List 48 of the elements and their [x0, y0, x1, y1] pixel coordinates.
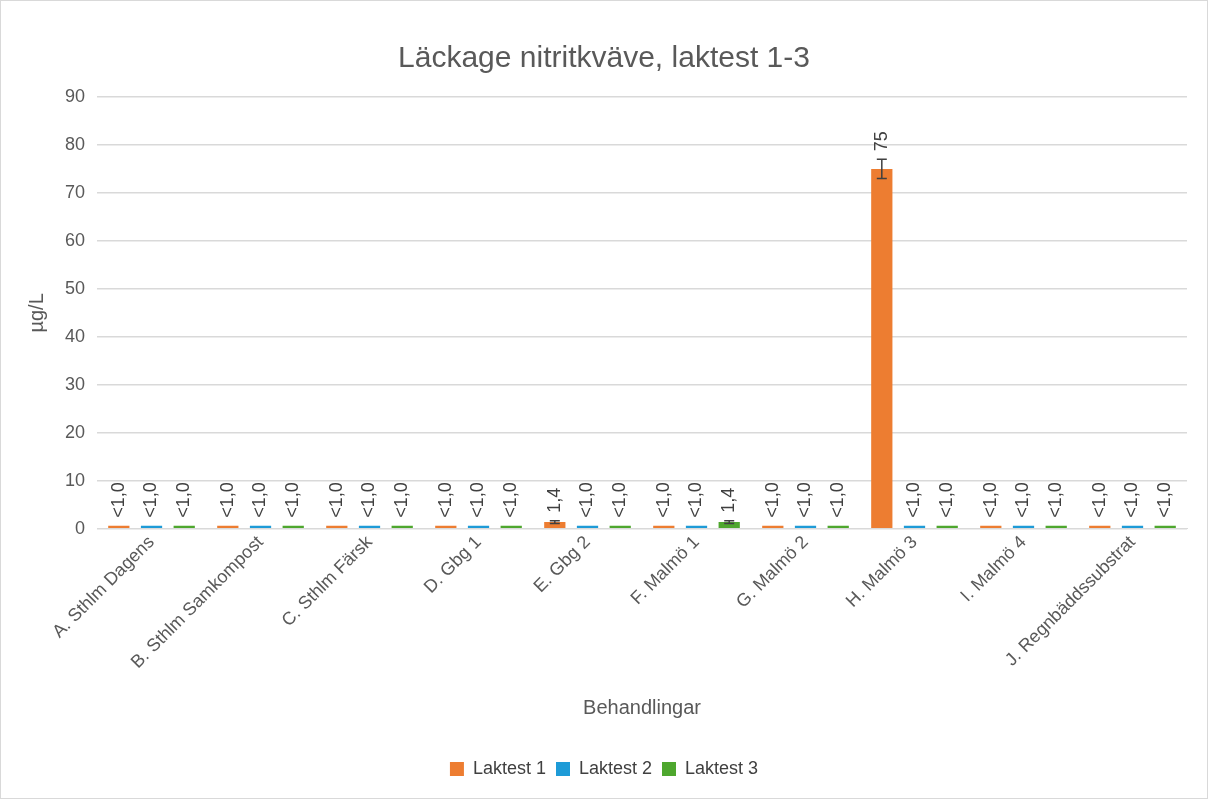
- data-label: <1,0: [325, 482, 346, 518]
- data-label: <1,0: [500, 482, 521, 518]
- x-tick-label: E. Gbg 2: [529, 531, 594, 597]
- data-label: 1,4: [718, 487, 739, 513]
- x-axis-title: Behandlingar: [583, 695, 702, 718]
- data-label: <1,0: [1045, 482, 1066, 518]
- data-label: <1,0: [1154, 482, 1175, 518]
- data-label: <1,0: [216, 482, 237, 518]
- y-tick-label: 90: [64, 85, 86, 106]
- legend-label: Laktest 2: [578, 757, 653, 778]
- y-tick-label: 20: [64, 421, 86, 442]
- data-label: <1,0: [358, 482, 379, 518]
- data-label: 75: [870, 131, 891, 152]
- data-label: <1,0: [1012, 482, 1033, 518]
- data-label: <1,0: [391, 482, 412, 518]
- y-tick-label: 80: [64, 133, 86, 154]
- data-label: <1,0: [249, 482, 270, 518]
- data-label: 1,4: [543, 487, 564, 513]
- data-label: <1,0: [609, 482, 630, 518]
- y-tick-label: 40: [64, 325, 86, 346]
- data-label: <1,0: [140, 482, 161, 518]
- data-label: <1,0: [282, 482, 303, 518]
- legend-label: Laktest 1: [472, 757, 546, 778]
- data-label: <1,0: [979, 482, 1000, 518]
- data-label: <1,0: [827, 482, 848, 518]
- data-label: <1,0: [1121, 482, 1142, 518]
- y-tick-label: 50: [64, 277, 86, 298]
- legend-label: Laktest 3: [685, 757, 759, 778]
- y-tick-label: 10: [64, 469, 86, 490]
- data-label: <1,0: [1088, 482, 1109, 518]
- data-label: <1,0: [576, 482, 597, 518]
- data-label: <1,0: [652, 482, 673, 518]
- chart-title: Läckage nitritkväve, laktest 1-3: [398, 40, 810, 74]
- data-label: <1,0: [761, 482, 782, 518]
- data-label: <1,0: [173, 482, 194, 518]
- y-tick-label: 0: [75, 517, 86, 538]
- y-tick-label: 70: [64, 181, 86, 202]
- y-tick-label: 30: [64, 373, 86, 394]
- data-label: <1,0: [936, 482, 957, 518]
- data-label: <1,0: [794, 482, 815, 518]
- data-label: <1,0: [903, 482, 924, 518]
- data-label: <1,0: [107, 482, 128, 518]
- y-axis-title: µg/L: [24, 293, 47, 333]
- data-label: <1,0: [467, 482, 488, 518]
- x-tick-label: D. Gbg 1: [419, 531, 485, 597]
- y-tick-label: 60: [64, 229, 86, 250]
- data-label: <1,0: [685, 482, 706, 518]
- data-label: <1,0: [434, 482, 455, 518]
